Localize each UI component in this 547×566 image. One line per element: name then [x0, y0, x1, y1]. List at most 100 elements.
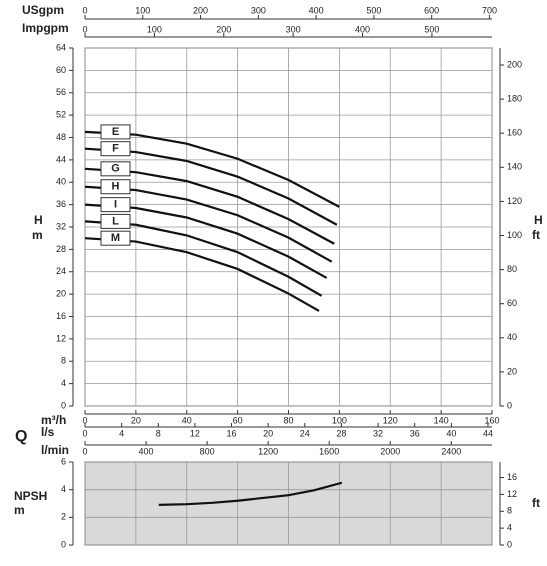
y2-tick-label: 12: [507, 489, 517, 499]
x-tick-label: 0: [82, 415, 87, 425]
x-tick-label: 300: [286, 24, 301, 34]
y2-tick-label: 80: [507, 264, 517, 274]
x-tick-label: 0: [82, 24, 87, 34]
y2-tick-label: 180: [507, 93, 522, 103]
x-tick-label: 800: [200, 446, 215, 456]
x-tick-label: 1600: [319, 446, 339, 456]
x-tick-label: 44: [483, 428, 493, 438]
curve-label-box: [100, 179, 131, 195]
y-label: H: [34, 213, 43, 227]
x-tick-label: 500: [424, 24, 439, 34]
x-tick-label: 100: [332, 415, 347, 425]
x-tick-label: 80: [283, 415, 293, 425]
axis-label: Impgpm: [22, 21, 69, 35]
y2-tick-label: 40: [507, 332, 517, 342]
y-tick-label: 16: [56, 311, 66, 321]
y-tick-label: 12: [56, 333, 66, 343]
y-tick-label: 32: [56, 221, 66, 231]
x-tick-label: 1200: [258, 446, 278, 456]
curve-label-box: [100, 213, 131, 229]
y2-label: H: [534, 213, 543, 227]
x-tick-label: 500: [366, 5, 381, 15]
x-tick-label: 0: [82, 5, 87, 15]
curve-label: E: [112, 126, 119, 138]
axis-label: m³/h: [41, 413, 66, 427]
x-tick-label: 400: [309, 5, 324, 15]
curve-label-box: [100, 230, 131, 246]
x-tick-label: 12: [190, 428, 200, 438]
x-tick-label: 40: [182, 415, 192, 425]
curve-label-box: [100, 161, 131, 177]
y2-unit: ft: [532, 496, 540, 510]
x-tick-label: 400: [139, 446, 154, 456]
x-tick-label: 20: [263, 428, 273, 438]
x-tick-label: 0: [82, 428, 87, 438]
x-tick-label: 2400: [441, 446, 461, 456]
y-tick-label: 4: [61, 484, 66, 494]
axis-label: l/min: [41, 443, 69, 457]
y-tick-label: 40: [56, 177, 66, 187]
x-tick-label: 160: [484, 415, 499, 425]
x-tick-label: 8: [156, 428, 161, 438]
curve-label-box: [100, 197, 131, 213]
x-tick-label: 4: [119, 428, 124, 438]
x-tick-label: 600: [424, 5, 439, 15]
y2-tick-label: 20: [507, 366, 517, 376]
y-tick-label: 0: [61, 400, 66, 410]
curve-label-box: [100, 124, 131, 140]
y-tick-label: 0: [61, 539, 66, 549]
x-tick-label: 24: [300, 428, 310, 438]
x-tick-label: 400: [355, 24, 370, 34]
x-tick-label: 700: [482, 5, 497, 15]
axis-label: l/s: [41, 425, 55, 439]
y2-tick-label: 160: [507, 128, 522, 138]
x-tick-label: 0: [82, 446, 87, 456]
y-label: NPSH: [14, 489, 47, 503]
y-tick-label: 44: [56, 154, 66, 164]
curve-label: L: [112, 215, 119, 227]
y2-tick-label: 0: [507, 400, 512, 410]
y-tick-label: 24: [56, 266, 66, 276]
curve-label: I: [114, 199, 117, 211]
y-tick-label: 2: [61, 512, 66, 522]
y2-tick-label: 100: [507, 230, 522, 240]
y2-unit: ft: [532, 228, 540, 242]
y2-tick-label: 0: [507, 539, 512, 549]
x-tick-label: 140: [434, 415, 449, 425]
curve-label: M: [111, 232, 120, 244]
axis-label: USgpm: [22, 3, 64, 17]
x-tick-label: 2000: [380, 446, 400, 456]
x-tick-label: 16: [227, 428, 237, 438]
x-tick-label: 100: [135, 5, 150, 15]
y-unit: m: [32, 228, 43, 242]
y2-tick-label: 4: [507, 523, 512, 533]
curve-label: H: [112, 181, 120, 193]
y-tick-label: 52: [56, 110, 66, 120]
curve-label: F: [112, 143, 119, 155]
y-tick-label: 56: [56, 87, 66, 97]
curve: [158, 481, 343, 506]
y2-tick-label: 16: [507, 472, 517, 482]
q-label: Q: [15, 428, 27, 445]
y-tick-label: 20: [56, 289, 66, 299]
y-tick-label: 48: [56, 132, 66, 142]
x-tick-label: 36: [410, 428, 420, 438]
y2-tick-label: 120: [507, 196, 522, 206]
x-tick-label: 20: [131, 415, 141, 425]
y-tick-label: 28: [56, 244, 66, 254]
y-tick-label: 6: [61, 456, 66, 466]
y2-tick-label: 140: [507, 162, 522, 172]
y-tick-label: 8: [61, 356, 66, 366]
x-tick-label: 28: [336, 428, 346, 438]
x-tick-label: 32: [373, 428, 383, 438]
x-tick-label: 120: [383, 415, 398, 425]
y2-tick-label: 8: [507, 506, 512, 516]
y-tick-label: 60: [56, 65, 66, 75]
y-tick-label: 4: [61, 378, 66, 388]
y2-tick-label: 60: [507, 298, 517, 308]
y-unit: m: [14, 503, 25, 517]
x-tick-label: 60: [233, 415, 243, 425]
x-tick-label: 100: [147, 24, 162, 34]
x-tick-label: 200: [193, 5, 208, 15]
x-tick-label: 40: [446, 428, 456, 438]
